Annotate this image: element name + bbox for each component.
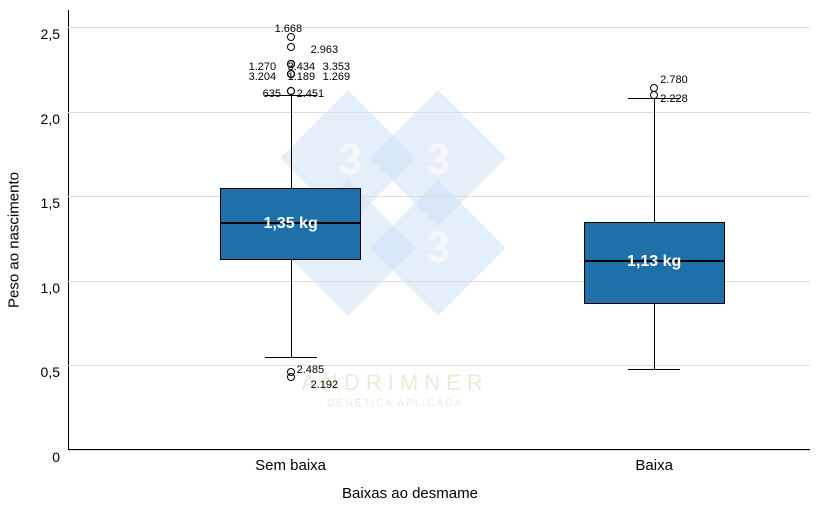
x-tick-label: Baixa (635, 457, 673, 474)
outlier-label: 1.668 (275, 23, 303, 35)
y-tick-label: 2,0 (0, 111, 60, 127)
y-tick-label: 0 (0, 449, 60, 465)
outlier-label: 2.451 (297, 88, 325, 100)
grid-line (68, 196, 810, 197)
grid-line (68, 450, 810, 451)
grid-line (68, 112, 810, 113)
outlier-point (287, 87, 295, 95)
grid-line (68, 27, 810, 28)
y-tick-label: 2,5 (0, 26, 60, 42)
whisker-lower (291, 260, 292, 356)
outlier-label: 1.270 (249, 61, 277, 73)
whisker-cap (628, 369, 680, 370)
outlier-label: 2.228 (660, 93, 688, 105)
plot-area: 1,35 kg6352.4513.2041.1891.2691.2703.434… (68, 10, 810, 450)
median-label: 1,35 kg (263, 215, 317, 233)
outlier-label: 3.353 (323, 61, 351, 73)
outlier-label: 2.780 (660, 74, 688, 86)
whisker-upper (291, 95, 292, 188)
grid-line (68, 365, 810, 366)
whisker-cap (265, 357, 317, 358)
outlier-point (287, 373, 295, 381)
y-tick-label: 1,5 (0, 195, 60, 211)
x-axis-label: Baixas ao desmame (342, 485, 478, 502)
outlier-point (287, 43, 295, 51)
outlier-label: 2.963 (311, 44, 339, 56)
y-tick-label: 0,5 (0, 364, 60, 380)
outlier-label: 2.485 (297, 364, 325, 376)
whisker-upper (654, 98, 655, 222)
outlier-label: 2.192 (311, 379, 339, 391)
x-tick-label: Sem baixa (255, 457, 326, 474)
outlier-point (287, 60, 295, 68)
outlier-point (650, 91, 658, 99)
y-tick-label: 1,0 (0, 280, 60, 296)
y-axis: Peso ao nascimento (0, 10, 68, 450)
whisker-lower (654, 304, 655, 368)
outlier-label: 635 (263, 88, 281, 100)
median-label: 1,13 kg (627, 253, 681, 271)
